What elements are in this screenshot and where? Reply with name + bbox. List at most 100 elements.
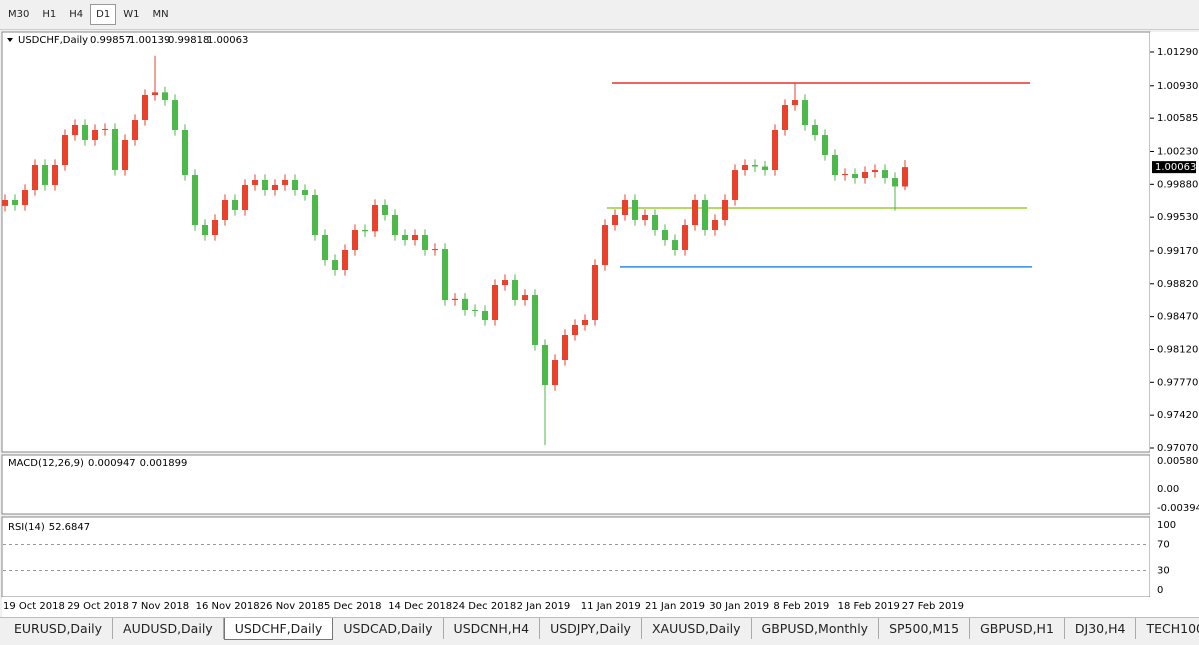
- candle-body: [352, 230, 358, 250]
- candle-body: [232, 199, 238, 211]
- main-panel: [1, 31, 1151, 453]
- x-tick-label: 2 Jan 2019: [517, 601, 571, 612]
- candle-body: [32, 164, 38, 191]
- candle-body: [702, 199, 708, 231]
- candle-body: [372, 204, 378, 232]
- timeframe-button[interactable]: W1: [123, 9, 140, 20]
- candle-body: [522, 295, 528, 301]
- chart-tab[interactable]: SP500,M15: [879, 618, 971, 639]
- candle-body: [632, 199, 638, 220]
- price-tag: [1152, 161, 1196, 174]
- candle-body: [662, 230, 668, 241]
- candle-body: [872, 170, 878, 173]
- y-tick-label: 0.99530: [1157, 212, 1198, 223]
- candle-body: [492, 285, 498, 321]
- candle-body: [442, 249, 448, 301]
- candle-body: [332, 260, 338, 270]
- candle-body: [272, 184, 278, 191]
- candle-body: [562, 335, 568, 360]
- y-tick-label: 100: [1157, 520, 1176, 531]
- menu-arrow: [7, 38, 13, 42]
- candle-body: [602, 225, 608, 266]
- candle-body: [302, 190, 308, 196]
- y-tick-label: 0.98820: [1157, 279, 1198, 290]
- header-open: 0.99857: [90, 35, 131, 46]
- candle-body: [42, 164, 48, 185]
- candle-body: [862, 172, 868, 179]
- timeframe-button[interactable]: D1: [90, 4, 117, 25]
- chart-tab[interactable]: GBPUSD,H1: [970, 618, 1065, 639]
- x-tick-label: 26 Nov 2018: [260, 601, 324, 612]
- candle-body: [832, 155, 838, 176]
- candle-body: [172, 100, 178, 130]
- chart-tab[interactable]: USDCNH,H4: [444, 618, 541, 639]
- price-tag-label: 1.00063: [1155, 162, 1196, 173]
- y-tick-label: 0.98470: [1157, 312, 1198, 323]
- chart-tab[interactable]: EURUSD,Daily: [4, 618, 114, 639]
- candle-body: [92, 129, 98, 141]
- timeframe-button[interactable]: H1: [42, 9, 57, 20]
- candle-body: [142, 94, 148, 121]
- x-tick-label: 8 Feb 2019: [773, 601, 829, 612]
- y-tick-label: 0.97070: [1157, 443, 1198, 454]
- candle-body: [852, 173, 858, 179]
- candle-body: [52, 164, 58, 185]
- candle-body: [132, 120, 138, 141]
- timeframe-button[interactable]: M30: [8, 9, 30, 20]
- header-close: 1.00063: [207, 35, 248, 46]
- candle-body: [292, 179, 298, 191]
- candle-body: [772, 129, 778, 171]
- indicator-name: RSI(14): [8, 522, 45, 533]
- timeframe-button[interactable]: H4: [69, 9, 84, 20]
- chart-tab[interactable]: USDCHF,Daily: [223, 618, 334, 640]
- timeframe-button[interactable]: MN: [152, 9, 169, 20]
- candle-body: [242, 184, 248, 211]
- chart-tab[interactable]: XAUUSD,Daily: [642, 618, 752, 639]
- candle-body: [472, 310, 478, 312]
- chart-tab[interactable]: USDCAD,Daily: [333, 618, 444, 639]
- candle-body: [882, 170, 888, 179]
- candle-body: [902, 167, 908, 187]
- candle-body: [682, 225, 688, 250]
- tab-bar: EURUSD,Daily AUDUSD,Daily USDCHF,Daily USDC…: [0, 617, 1199, 645]
- candle-body: [582, 320, 588, 325]
- x-tick-label: 11 Jan 2019: [581, 601, 641, 612]
- indicator-name: MACD(12,26,9): [8, 458, 84, 469]
- chart-symbol: USDCHF,Daily: [18, 35, 88, 46]
- candle-body: [62, 135, 68, 165]
- indicator-value: 52.6847: [49, 522, 90, 533]
- candle-body: [182, 129, 188, 176]
- timeframe-bar: M30 H1 H4 D1 W1 MN: [0, 0, 1199, 30]
- candle-body: [312, 195, 318, 235]
- indicator-value: 0.000947: [88, 458, 136, 469]
- candle-body: [322, 234, 328, 261]
- candle-body: [622, 199, 628, 215]
- chart-tab[interactable]: GBPUSD,Monthly: [752, 618, 880, 639]
- y-tick-label: 0.98120: [1157, 344, 1198, 355]
- candle-body: [812, 125, 818, 136]
- y-tick-label: 0.005802: [1157, 456, 1199, 467]
- chart-tab[interactable]: TECH100,H1: [1136, 618, 1199, 639]
- candle-body: [612, 214, 618, 226]
- chart-tab[interactable]: DJ30,H4: [1065, 618, 1137, 639]
- chart-tab[interactable]: USDJPY,Daily: [540, 618, 642, 639]
- header-high: 1.00139: [129, 35, 170, 46]
- y-tick-label: 1.00585: [1157, 113, 1198, 124]
- candle-body: [642, 214, 648, 220]
- candle-body: [112, 128, 118, 171]
- candle-body: [462, 298, 468, 311]
- candle-body: [892, 178, 898, 187]
- candle-body: [212, 219, 218, 235]
- chart-tab[interactable]: AUDUSD,Daily: [113, 618, 224, 639]
- candle-body: [252, 179, 258, 185]
- y-tick-label: 0.00: [1157, 484, 1179, 495]
- y-tick-label: 70: [1157, 540, 1170, 551]
- y-tick-label: 0.97420: [1157, 410, 1198, 421]
- x-tick-label: 18 Feb 2019: [838, 601, 900, 612]
- candle-body: [192, 175, 198, 226]
- candle-body: [422, 234, 428, 250]
- candle-body: [402, 234, 408, 241]
- candle-body: [752, 164, 758, 167]
- candle-body: [2, 199, 8, 206]
- candle-body: [82, 125, 88, 141]
